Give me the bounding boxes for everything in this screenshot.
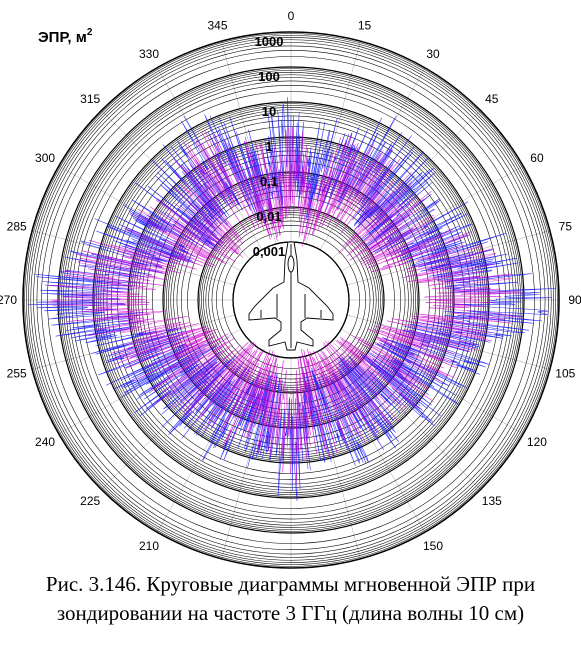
angle-spoke	[346, 314, 550, 370]
angle-tick-label: 210	[139, 539, 159, 553]
aircraft-canopy	[287, 255, 295, 273]
angle-spoke	[341, 165, 524, 272]
angle-spoke	[221, 41, 277, 245]
radial-tick-label: 0,1	[260, 174, 278, 189]
angle-spoke	[156, 67, 263, 250]
y-axis-label: ЭПР, м2	[38, 27, 93, 46]
angle-tick-label: 150	[423, 539, 443, 553]
radial-tick-label: 1000	[255, 34, 284, 49]
angle-tick-label: 255	[7, 367, 27, 381]
radial-tick-label: 0,001	[253, 244, 286, 259]
angle-tick-label: 45	[485, 92, 499, 106]
epr-series	[27, 97, 556, 502]
angle-tick-label: 75	[559, 219, 573, 233]
angle-tick-label: 225	[80, 494, 100, 508]
angle-spoke	[32, 314, 236, 370]
angle-tick-label: 15	[358, 19, 372, 33]
angle-spoke	[156, 350, 263, 533]
angle-tick-label: 330	[139, 47, 159, 61]
angle-tick-label: 240	[35, 435, 55, 449]
angle-tick-label: 315	[80, 92, 100, 106]
angle-tick-label: 165	[354, 567, 374, 570]
radial-tick-labels: 0,001 0,01 0,1 1 10 100 1000	[253, 34, 286, 259]
polar-chart: 0153045607590105120135150165180195210225…	[0, 9, 581, 570]
angle-tick-label: 345	[207, 19, 227, 33]
figure-caption: Рис. 3.146. Круговые диаграммы мгновенно…	[0, 570, 581, 628]
radial-tick-label: 10	[262, 104, 276, 119]
angle-tick-label: 30	[426, 47, 440, 61]
angle-tick-label: 0	[288, 9, 295, 23]
angle-tick-label: 90	[568, 293, 581, 307]
angle-spoke	[346, 230, 550, 286]
radial-tick-label: 1	[265, 139, 272, 154]
epr-series-line	[47, 126, 523, 485]
aircraft-icon	[248, 241, 334, 351]
angle-grid	[23, 32, 559, 568]
radial-tick-label: 100	[258, 69, 280, 84]
angle-tick-label: 105	[555, 367, 575, 381]
angle-tick-label: 120	[527, 435, 547, 449]
angle-tick-label: 195	[207, 567, 227, 570]
angle-tick-label: 300	[35, 151, 55, 165]
caption-line-1: Рис. 3.146. Круговые диаграммы мгновенно…	[45, 572, 536, 596]
angle-tick-label: 285	[7, 219, 27, 233]
angle-spoke	[58, 165, 241, 272]
angle-tick-label: 135	[482, 494, 502, 508]
radial-tick-label: 0,01	[256, 209, 281, 224]
angle-spoke	[331, 340, 481, 490]
angle-tick-label: 60	[530, 151, 544, 165]
angle-tick-label: 270	[0, 293, 17, 307]
angle-labels: 0153045607590105120135150165180195210225…	[0, 9, 581, 570]
caption-line-2: зондировании на частоте 3 ГГц (длина вол…	[56, 601, 525, 625]
angle-spoke	[32, 230, 236, 286]
